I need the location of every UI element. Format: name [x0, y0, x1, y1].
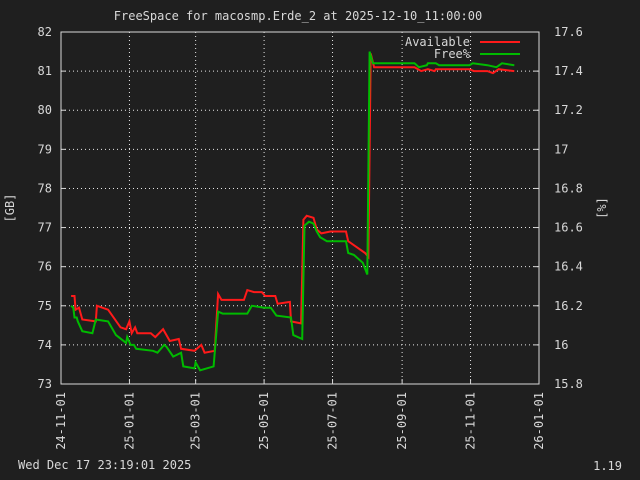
y-tick-label: 73	[38, 377, 52, 391]
y2-tick-label: 17	[554, 142, 568, 156]
y-tick-label: 81	[38, 64, 52, 78]
y-tick-label: 80	[38, 103, 52, 117]
y2-axis-label: [%]	[595, 197, 609, 219]
y-tick-label: 76	[38, 260, 52, 274]
series-line-free-percent	[70, 51, 515, 372]
plot-frame	[60, 31, 540, 385]
y2-tick-label: 16.8	[554, 181, 583, 195]
x-tick-label: 24-11-01	[54, 392, 68, 450]
x-tick-label: 25-07-01	[326, 392, 340, 450]
x-tick-label: 25-03-01	[189, 392, 203, 450]
y2-tick-label: 17.4	[554, 64, 583, 78]
y-tick-label: 74	[38, 338, 52, 352]
y-tick-label: 75	[38, 299, 52, 313]
grid	[61, 32, 539, 384]
y2-tick-label: 17.2	[554, 103, 583, 117]
x-tick-label: 26-01-01	[532, 392, 546, 450]
y2-tick-label: 15.8	[554, 377, 583, 391]
footer-version: 1.19	[593, 459, 622, 473]
y-tick-label: 77	[38, 221, 52, 235]
x-tick-label: 25-01-01	[122, 392, 136, 450]
y2-tick-label: 16	[554, 338, 568, 352]
footer-timestamp: Wed Dec 17 23:19:01 2025	[18, 458, 191, 472]
y-tick-label: 78	[38, 181, 52, 195]
chart-title: FreeSpace for macosmp.Erde_2 at 2025-12-…	[114, 9, 482, 23]
x-tick-label: 25-11-01	[464, 392, 478, 450]
series-line-available	[71, 53, 515, 354]
y2-tick-label: 16.6	[554, 221, 583, 235]
y2-tick-label: 16.2	[554, 299, 583, 313]
legend-label-free-percent: Free%	[434, 47, 471, 61]
y-axis-label: [GB]	[3, 194, 17, 223]
y2-tick-label: 16.4	[554, 260, 583, 274]
series-lines	[70, 51, 515, 372]
x-tick-label: 25-05-01	[257, 392, 271, 450]
legend: Available Free%	[405, 35, 520, 61]
y2-tick-label: 17.6	[554, 25, 583, 39]
y-tick-label: 79	[38, 142, 52, 156]
legend-label-available: Available	[405, 35, 470, 49]
axis-ticks: 73 74 75 76 77 78 79 80 81 82 15.8 16 16.2 16.4 16.6 16…	[38, 25, 583, 450]
y-tick-label: 82	[38, 25, 52, 39]
x-tick-label: 25-09-01	[395, 392, 409, 450]
